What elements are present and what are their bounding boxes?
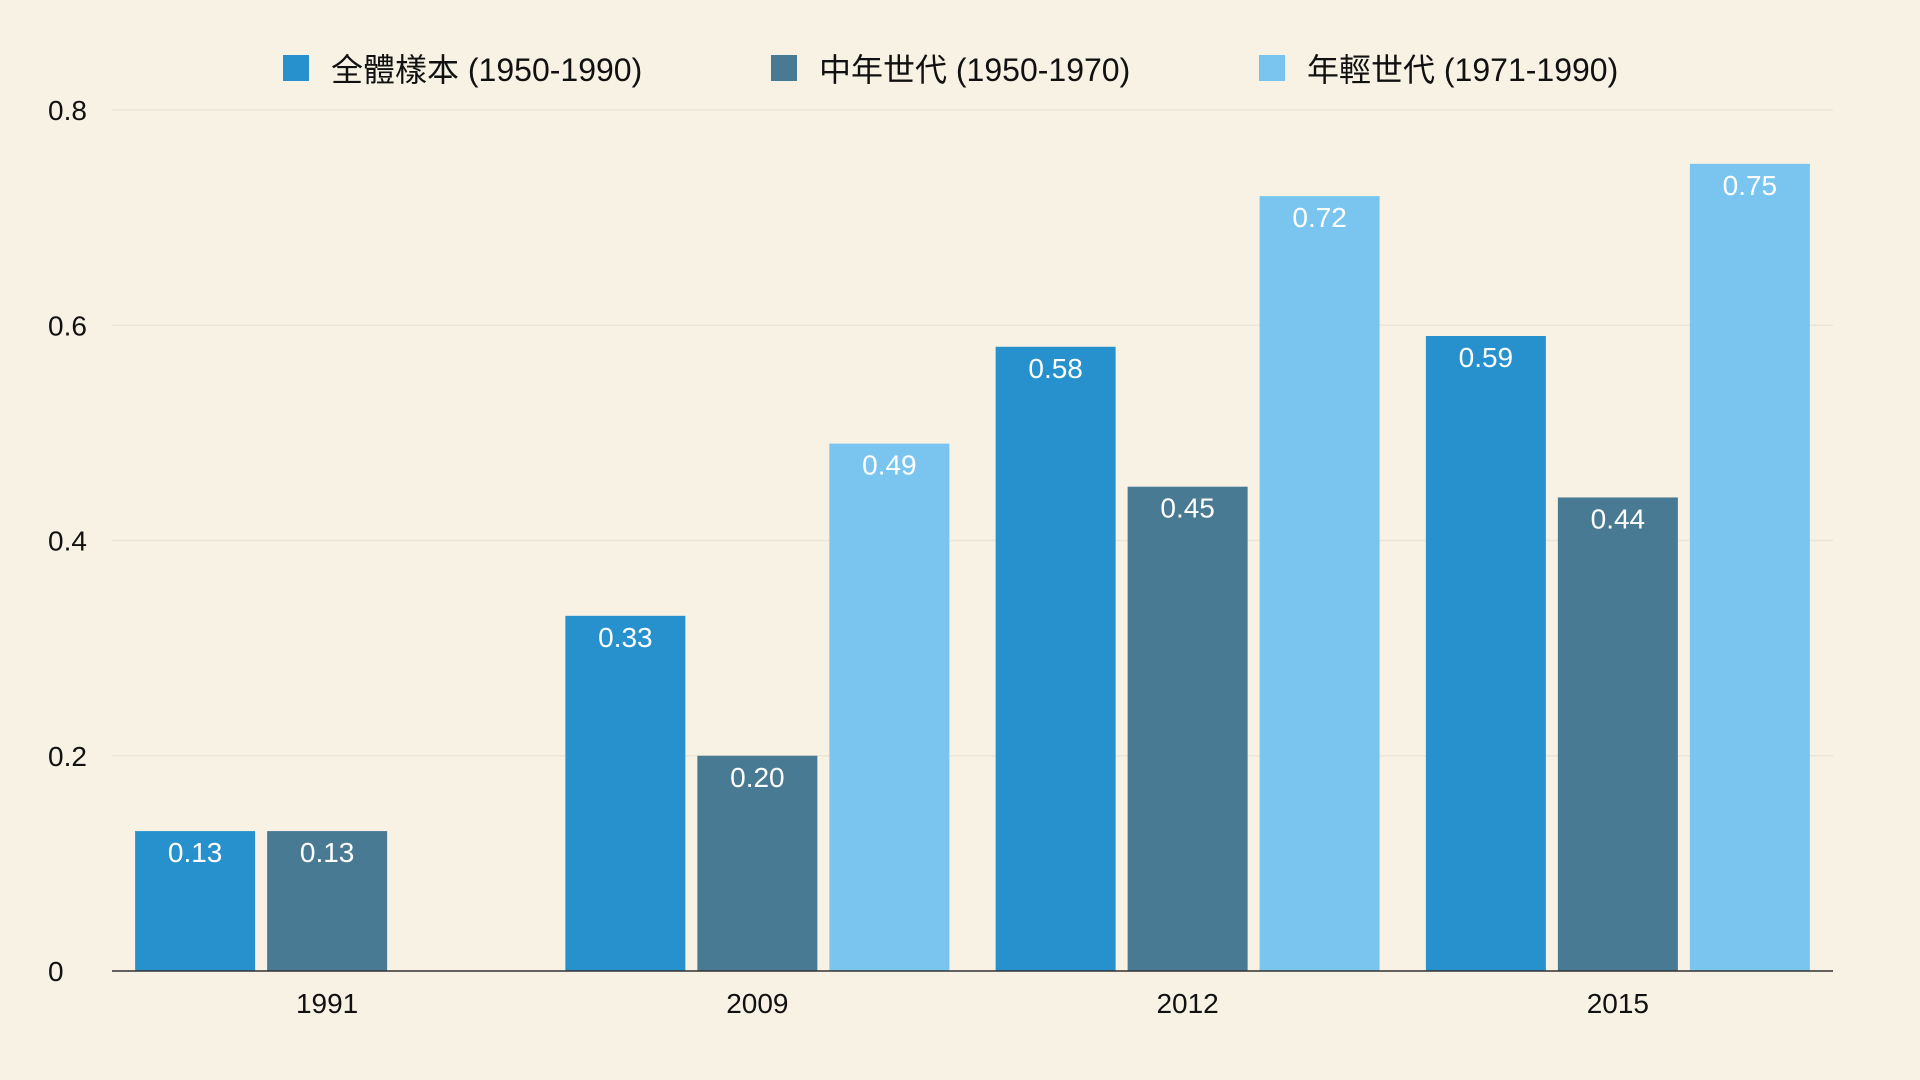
bar-value-label: 0.20 <box>730 762 785 793</box>
bar-value-label: 0.13 <box>168 837 223 868</box>
x-tick-label: 1991 <box>296 988 358 1019</box>
y-tick-label: 0 <box>48 956 64 987</box>
gridlines <box>112 109 1833 757</box>
bar <box>697 755 818 971</box>
bar <box>1127 486 1248 971</box>
bar-value-label: 0.75 <box>1723 170 1778 201</box>
x-tick-label: 2009 <box>726 988 788 1019</box>
x-tick-label: 2015 <box>1587 988 1649 1019</box>
bar-value-label: 0.33 <box>598 622 653 653</box>
bar <box>135 831 256 971</box>
bar-value-label: 0.45 <box>1160 493 1215 524</box>
axes: 0 0.2 0.4 0.6 0.8 1991 2009 2012 2015 <box>48 95 1833 1019</box>
x-tick-label: 2012 <box>1156 988 1218 1019</box>
bar-value-label: 0.59 <box>1459 342 1514 373</box>
bar <box>1689 163 1810 971</box>
bar <box>1425 336 1546 971</box>
legend-label-full-sample: 全體樣本 (1950-1990) <box>331 52 643 88</box>
bar <box>1557 497 1678 971</box>
legend-item-full-sample: 全體樣本 (1950-1990) <box>283 44 642 92</box>
legend-label-young-generation: 年輕世代 (1971-1990) <box>1307 52 1619 88</box>
bars <box>135 163 1810 972</box>
y-tick-label: 0.2 <box>48 741 87 772</box>
bar-value-label: 0.44 <box>1591 503 1646 534</box>
legend-item-young-generation: 年輕世代 (1971-1990) <box>1259 44 1618 92</box>
legend-swatch-young-generation <box>1259 55 1285 81</box>
bar <box>995 346 1116 971</box>
bar <box>829 443 950 971</box>
bar-value-label: 0.49 <box>862 450 917 481</box>
legend-item-middle-generation: 中年世代 (1950-1970) <box>771 44 1130 92</box>
legend-swatch-full-sample <box>283 55 309 81</box>
bar <box>565 615 686 971</box>
bar <box>1259 196 1380 972</box>
bar-value-label: 0.58 <box>1028 353 1083 384</box>
bar <box>267 831 388 971</box>
bar-value-label: 0.72 <box>1292 202 1347 233</box>
bar-value-label: 0.13 <box>300 837 355 868</box>
y-tick-label: 0.6 <box>48 310 87 341</box>
y-tick-label: 0.8 <box>48 95 87 126</box>
y-tick-label: 0.4 <box>48 526 87 557</box>
legend-label-middle-generation: 中年世代 (1950-1970) <box>819 52 1131 88</box>
legend-swatch-middle-generation <box>771 55 797 81</box>
legend: 全體樣本 (1950-1990) 中年世代 (1950-1970) 年輕世代 (… <box>0 44 1920 92</box>
data-labels: 0.13 0.13 0.33 0.20 0.49 0.58 0.45 0.72 0.59 0.44… <box>168 170 1777 868</box>
